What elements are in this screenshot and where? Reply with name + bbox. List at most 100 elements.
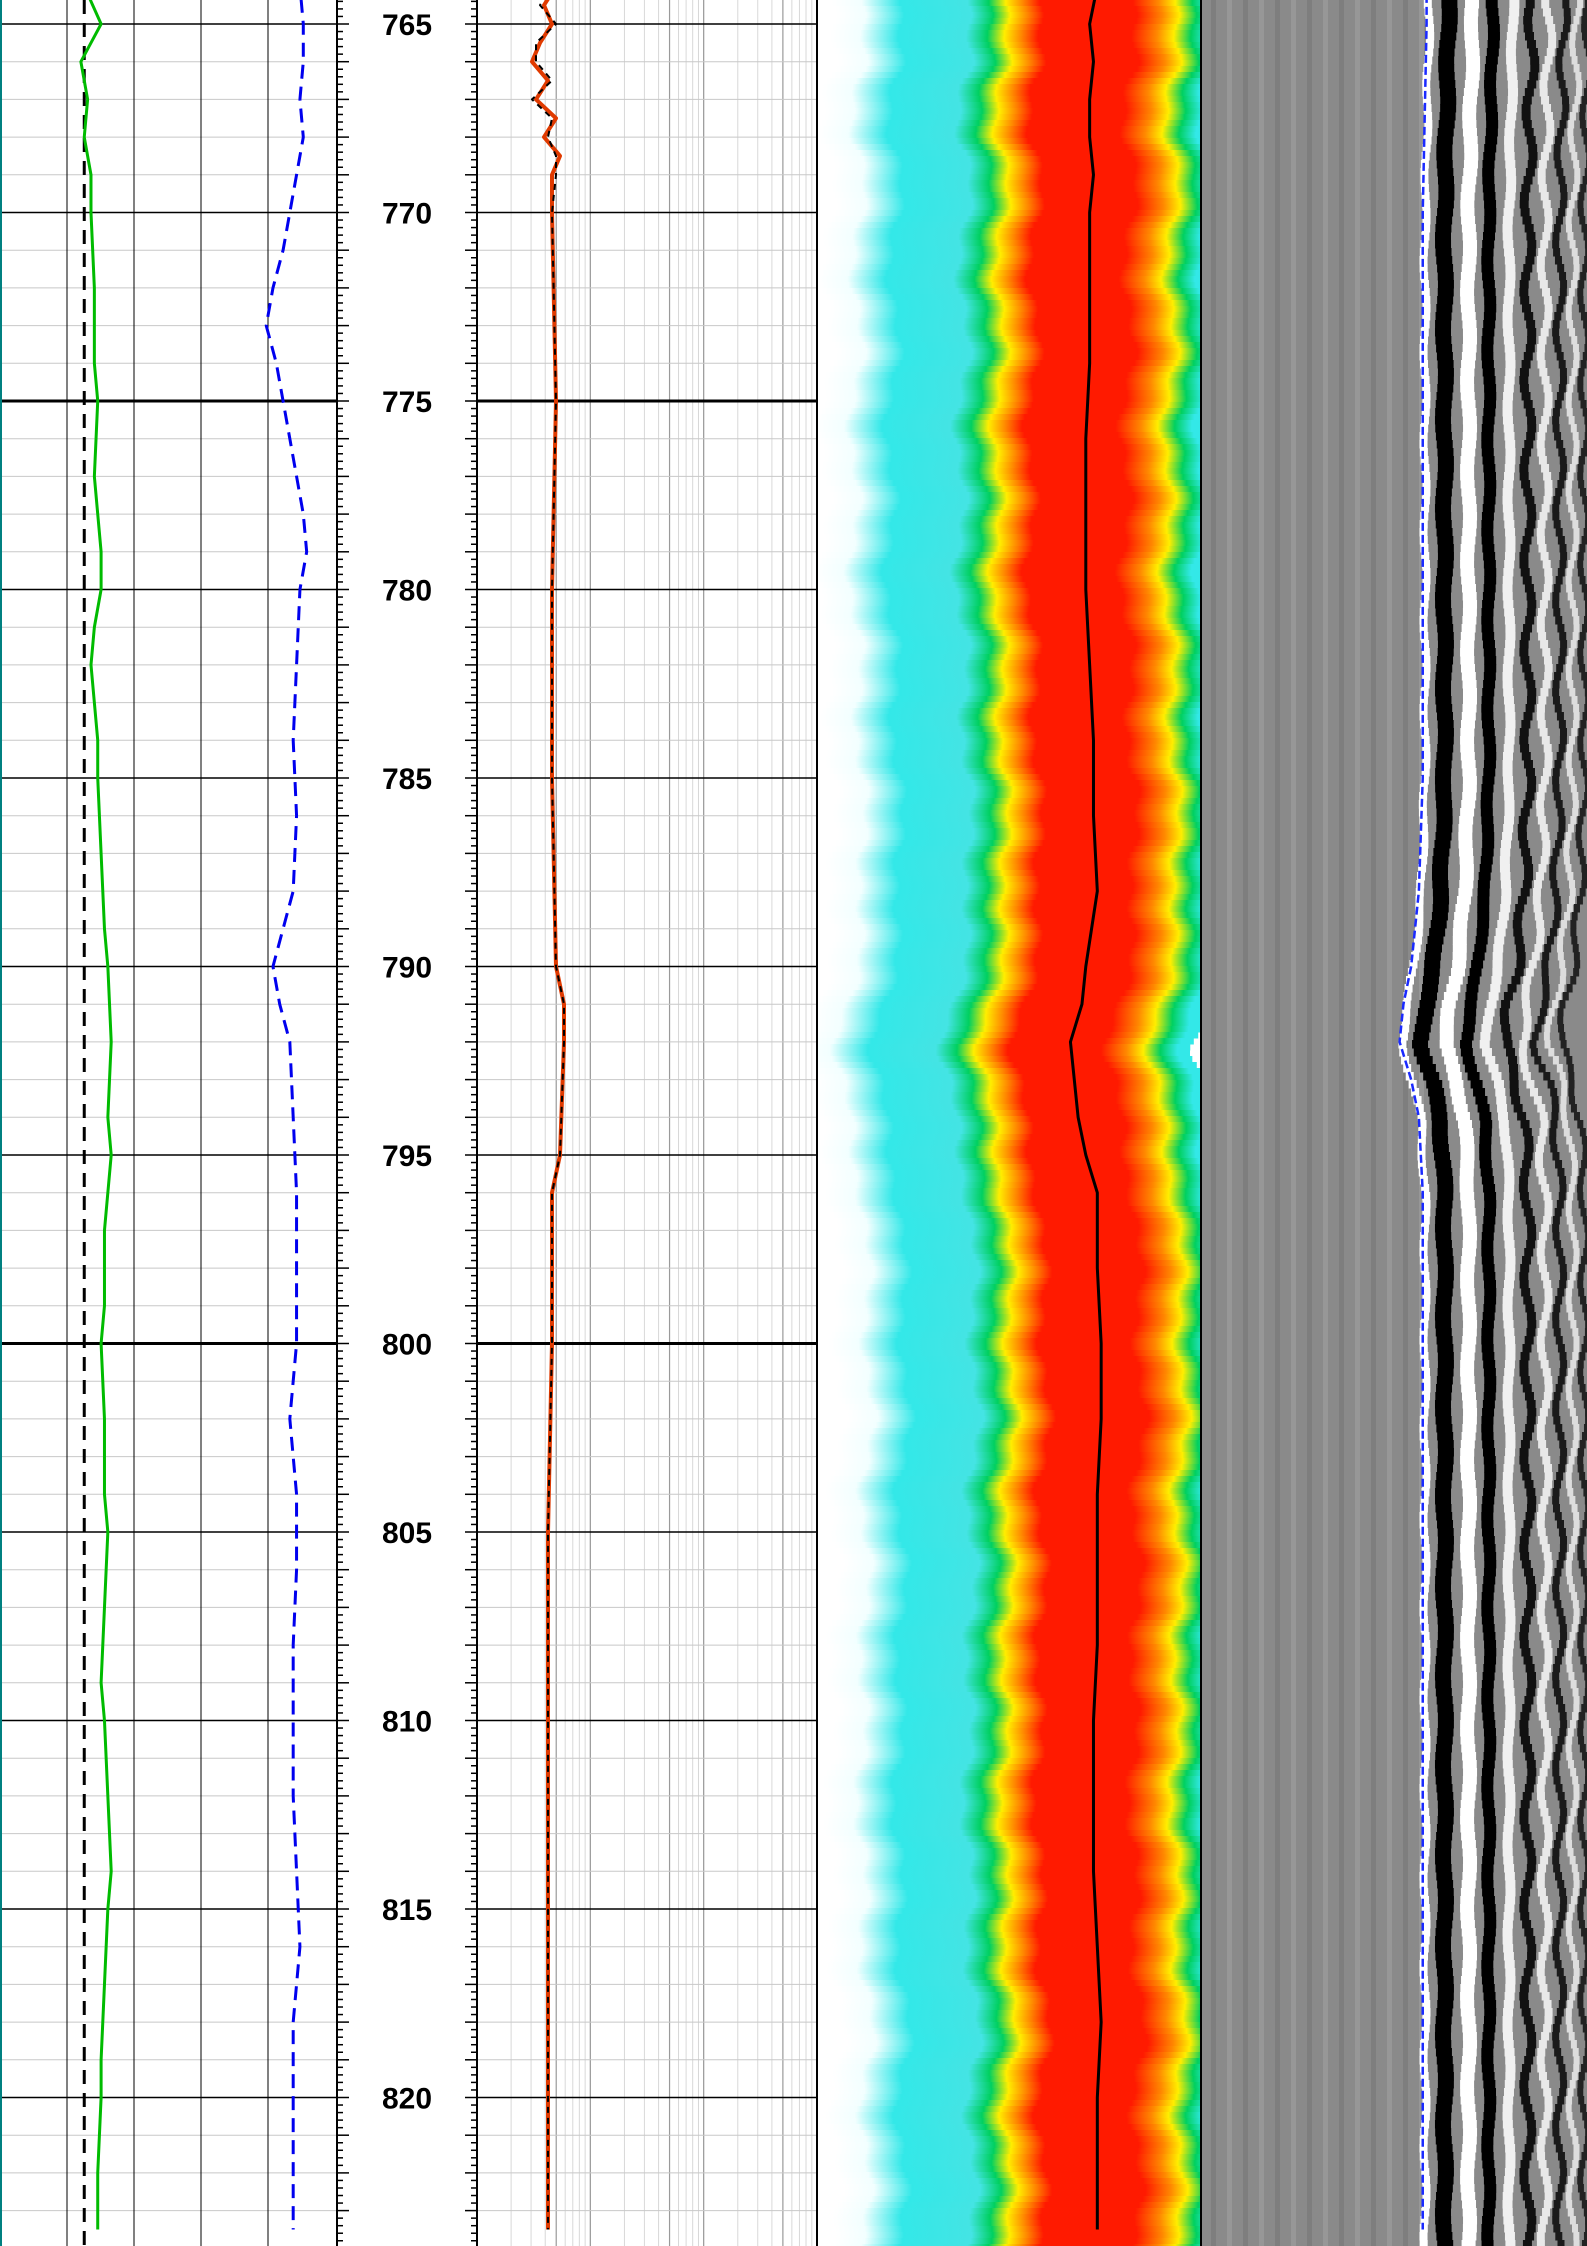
vdl-stripe	[1419, 696, 1428, 705]
vdl-stripe	[1461, 264, 1476, 273]
vdl-stripe	[1482, 776, 1495, 785]
vdl-stripe	[1504, 376, 1515, 385]
vdl-stripe	[1521, 480, 1531, 489]
vdl-stripe	[1527, 2032, 1537, 2041]
heatmap-band	[817, 1320, 1201, 1327]
vdl-stripe	[1571, 1864, 1578, 1873]
heatmap-band	[817, 108, 1201, 115]
heatmap-band	[817, 438, 1201, 445]
vdl-stripe	[1559, 1352, 1567, 1361]
vdl-stripe	[1434, 2208, 1451, 2217]
vdl-stripe	[1573, 1112, 1580, 1121]
vdl-stripe	[1544, 1744, 1553, 1753]
vdl-stripe	[1481, 1512, 1494, 1521]
vdl-stripe	[1482, 1264, 1495, 1273]
vdl-stripe	[1415, 904, 1424, 913]
vdl-stripe	[1554, 400, 1562, 409]
vdl-stripe	[1514, 936, 1524, 945]
heatmap-band	[817, 1674, 1201, 1681]
vdl-stripe	[1544, 2104, 1553, 2113]
vdl-stripe	[1557, 1376, 1565, 1385]
vdl-stripe	[1420, 2160, 1429, 2169]
vdl-stripe	[1421, 192, 1430, 201]
vdl-stripe	[1463, 240, 1478, 249]
vdl-stripe	[1436, 1872, 1453, 1881]
vdl-stripe	[1566, 208, 1573, 217]
vdl-stripe	[1520, 544, 1530, 553]
vdl-stripe	[1525, 168, 1535, 177]
vdl-stripe	[1585, 2224, 1587, 2233]
vdl-stripe	[1420, 2072, 1429, 2081]
vdl-stripe	[1460, 2184, 1475, 2193]
vdl-stripe	[1462, 1576, 1477, 1585]
heatmap-band	[817, 1710, 1201, 1717]
vdl-stripe	[1462, 344, 1477, 353]
vdl-stripe	[1461, 1840, 1476, 1849]
vdl-stripe	[1435, 1504, 1452, 1513]
vdl-stripe	[1435, 1160, 1452, 1169]
vdl-stripe	[1505, 440, 1516, 449]
vdl-stripe	[1538, 160, 1547, 169]
vdl-stripe	[1536, 616, 1545, 625]
vdl-stripe	[1526, 1416, 1536, 1425]
vdl-stripe	[1542, 1816, 1551, 1825]
vdl-stripe	[1585, 424, 1587, 433]
vdl-stripe	[1503, 296, 1514, 305]
vdl-stripe	[1581, 224, 1587, 233]
vdl-stripe	[1435, 760, 1452, 769]
vdl-stripe	[1470, 1080, 1483, 1089]
vdl-stripe	[1559, 2088, 1567, 2097]
vdl-stripe	[1585, 2128, 1587, 2137]
vdl-stripe	[1552, 1312, 1560, 1321]
vdl-stripe	[1502, 1400, 1513, 1409]
heatmap-band	[817, 576, 1201, 583]
vdl-stripe	[1551, 1096, 1559, 1105]
heatmap-band	[817, 714, 1201, 721]
vdl-stripe	[1551, 1112, 1559, 1121]
vdl-stripe	[1505, 120, 1516, 129]
vdl-stripe	[1585, 2040, 1587, 2049]
vdl-stripe	[1460, 1912, 1475, 1921]
vdl-stripe	[1570, 1152, 1577, 1161]
vdl-stripe	[1436, 1648, 1453, 1657]
vdl-stripe	[1544, 1928, 1553, 1937]
vdl-stripe	[1580, 2016, 1587, 2025]
vdl-stripe	[1582, 1752, 1587, 1761]
vdl-stripe	[1580, 1528, 1587, 1537]
vdl-stripe	[1422, 760, 1431, 769]
vdl-stripe	[1581, 128, 1587, 137]
vdl-stripe	[1519, 2080, 1529, 2089]
heatmap-band	[817, 2070, 1201, 2077]
vdl-stripe	[1487, 40, 1500, 49]
vdl-stripe	[1419, 1952, 1428, 1961]
heatmap-band	[817, 90, 1201, 97]
vdl-stripe	[1429, 1096, 1446, 1105]
vdl-stripe	[1437, 1904, 1454, 1913]
vdl-stripe	[1583, 680, 1587, 689]
vdl-stripe	[1580, 1616, 1587, 1625]
vdl-stripe	[1462, 1688, 1477, 1697]
vdl-stripe	[1461, 1792, 1476, 1801]
vdl-stripe	[1560, 1720, 1568, 1729]
vdl-stripe	[1461, 1520, 1476, 1529]
vdl-stripe	[1483, 1488, 1496, 1497]
vdl-stripe	[1536, 1336, 1545, 1345]
vdl-stripe	[1460, 1800, 1475, 1809]
vdl-stripe	[1573, 904, 1580, 913]
vdl-stripe	[1522, 1920, 1532, 1929]
vdl-stripe	[1484, 296, 1497, 305]
vdl-stripe	[1491, 1072, 1502, 1081]
vdl-stripe	[1502, 1672, 1513, 1681]
vdl-stripe	[1437, 456, 1454, 465]
vdl-stripe	[1483, 1392, 1496, 1401]
vdl-stripe	[1538, 1504, 1547, 1513]
vdl-stripe	[1423, 104, 1432, 113]
vdl-stripe	[1482, 1224, 1495, 1233]
vdl-stripe	[1583, 40, 1587, 49]
vdl-stripe	[1521, 720, 1531, 729]
vdl-stripe	[1542, 992, 1550, 1001]
vdl-stripe	[1482, 456, 1495, 465]
vdl-stripe	[1526, 680, 1536, 689]
vdl-stripe	[1567, 824, 1574, 833]
vdl-stripe	[1437, 128, 1454, 137]
